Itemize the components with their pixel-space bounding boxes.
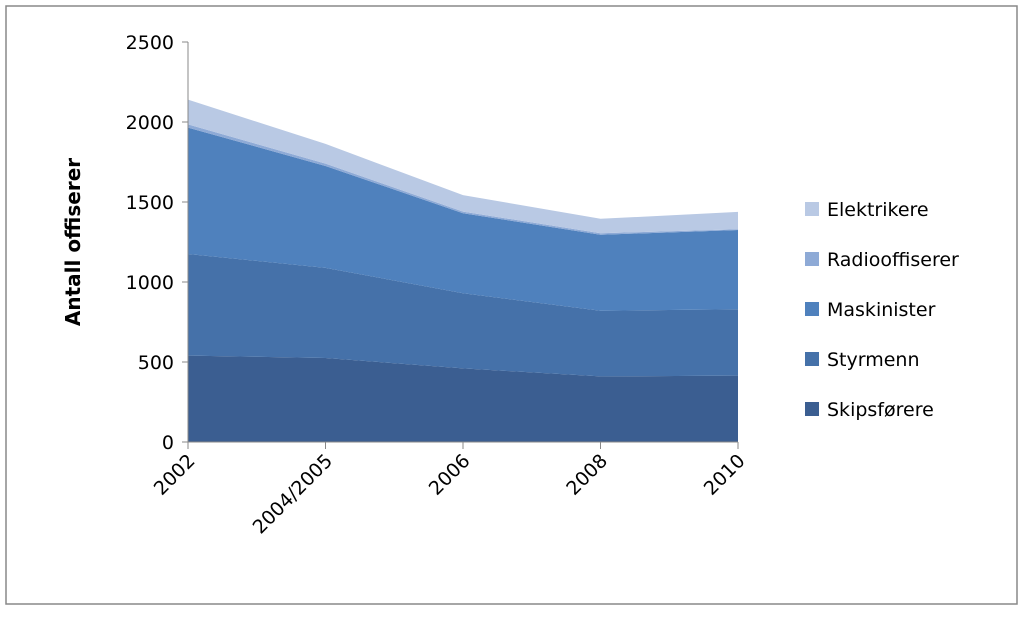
legend-label: Maskinister — [827, 299, 936, 321]
y-axis-title: Antall offiserer — [61, 158, 85, 326]
legend-label: Styrmenn — [827, 349, 920, 371]
area — [188, 127, 738, 311]
area — [188, 124, 738, 235]
y-tick-label: 1500 — [126, 192, 174, 214]
legend-swatch — [805, 402, 819, 416]
y-tick-label: 2000 — [126, 112, 174, 134]
area — [188, 99, 738, 234]
area — [188, 355, 738, 442]
legend-label: Radiooffiserer — [827, 249, 959, 271]
legend-label: Skipsførere — [827, 399, 934, 421]
y-tick-label: 500 — [138, 352, 174, 374]
legend-swatch — [805, 202, 819, 216]
area — [188, 254, 738, 377]
legend-swatch — [805, 302, 819, 316]
legend-swatch — [805, 352, 819, 366]
legend-swatch — [805, 252, 819, 266]
y-tick-label: 1000 — [126, 272, 174, 294]
y-tick-label: 2500 — [126, 32, 174, 54]
y-tick-label: 0 — [162, 432, 174, 454]
legend-label: Elektrikere — [827, 199, 929, 221]
